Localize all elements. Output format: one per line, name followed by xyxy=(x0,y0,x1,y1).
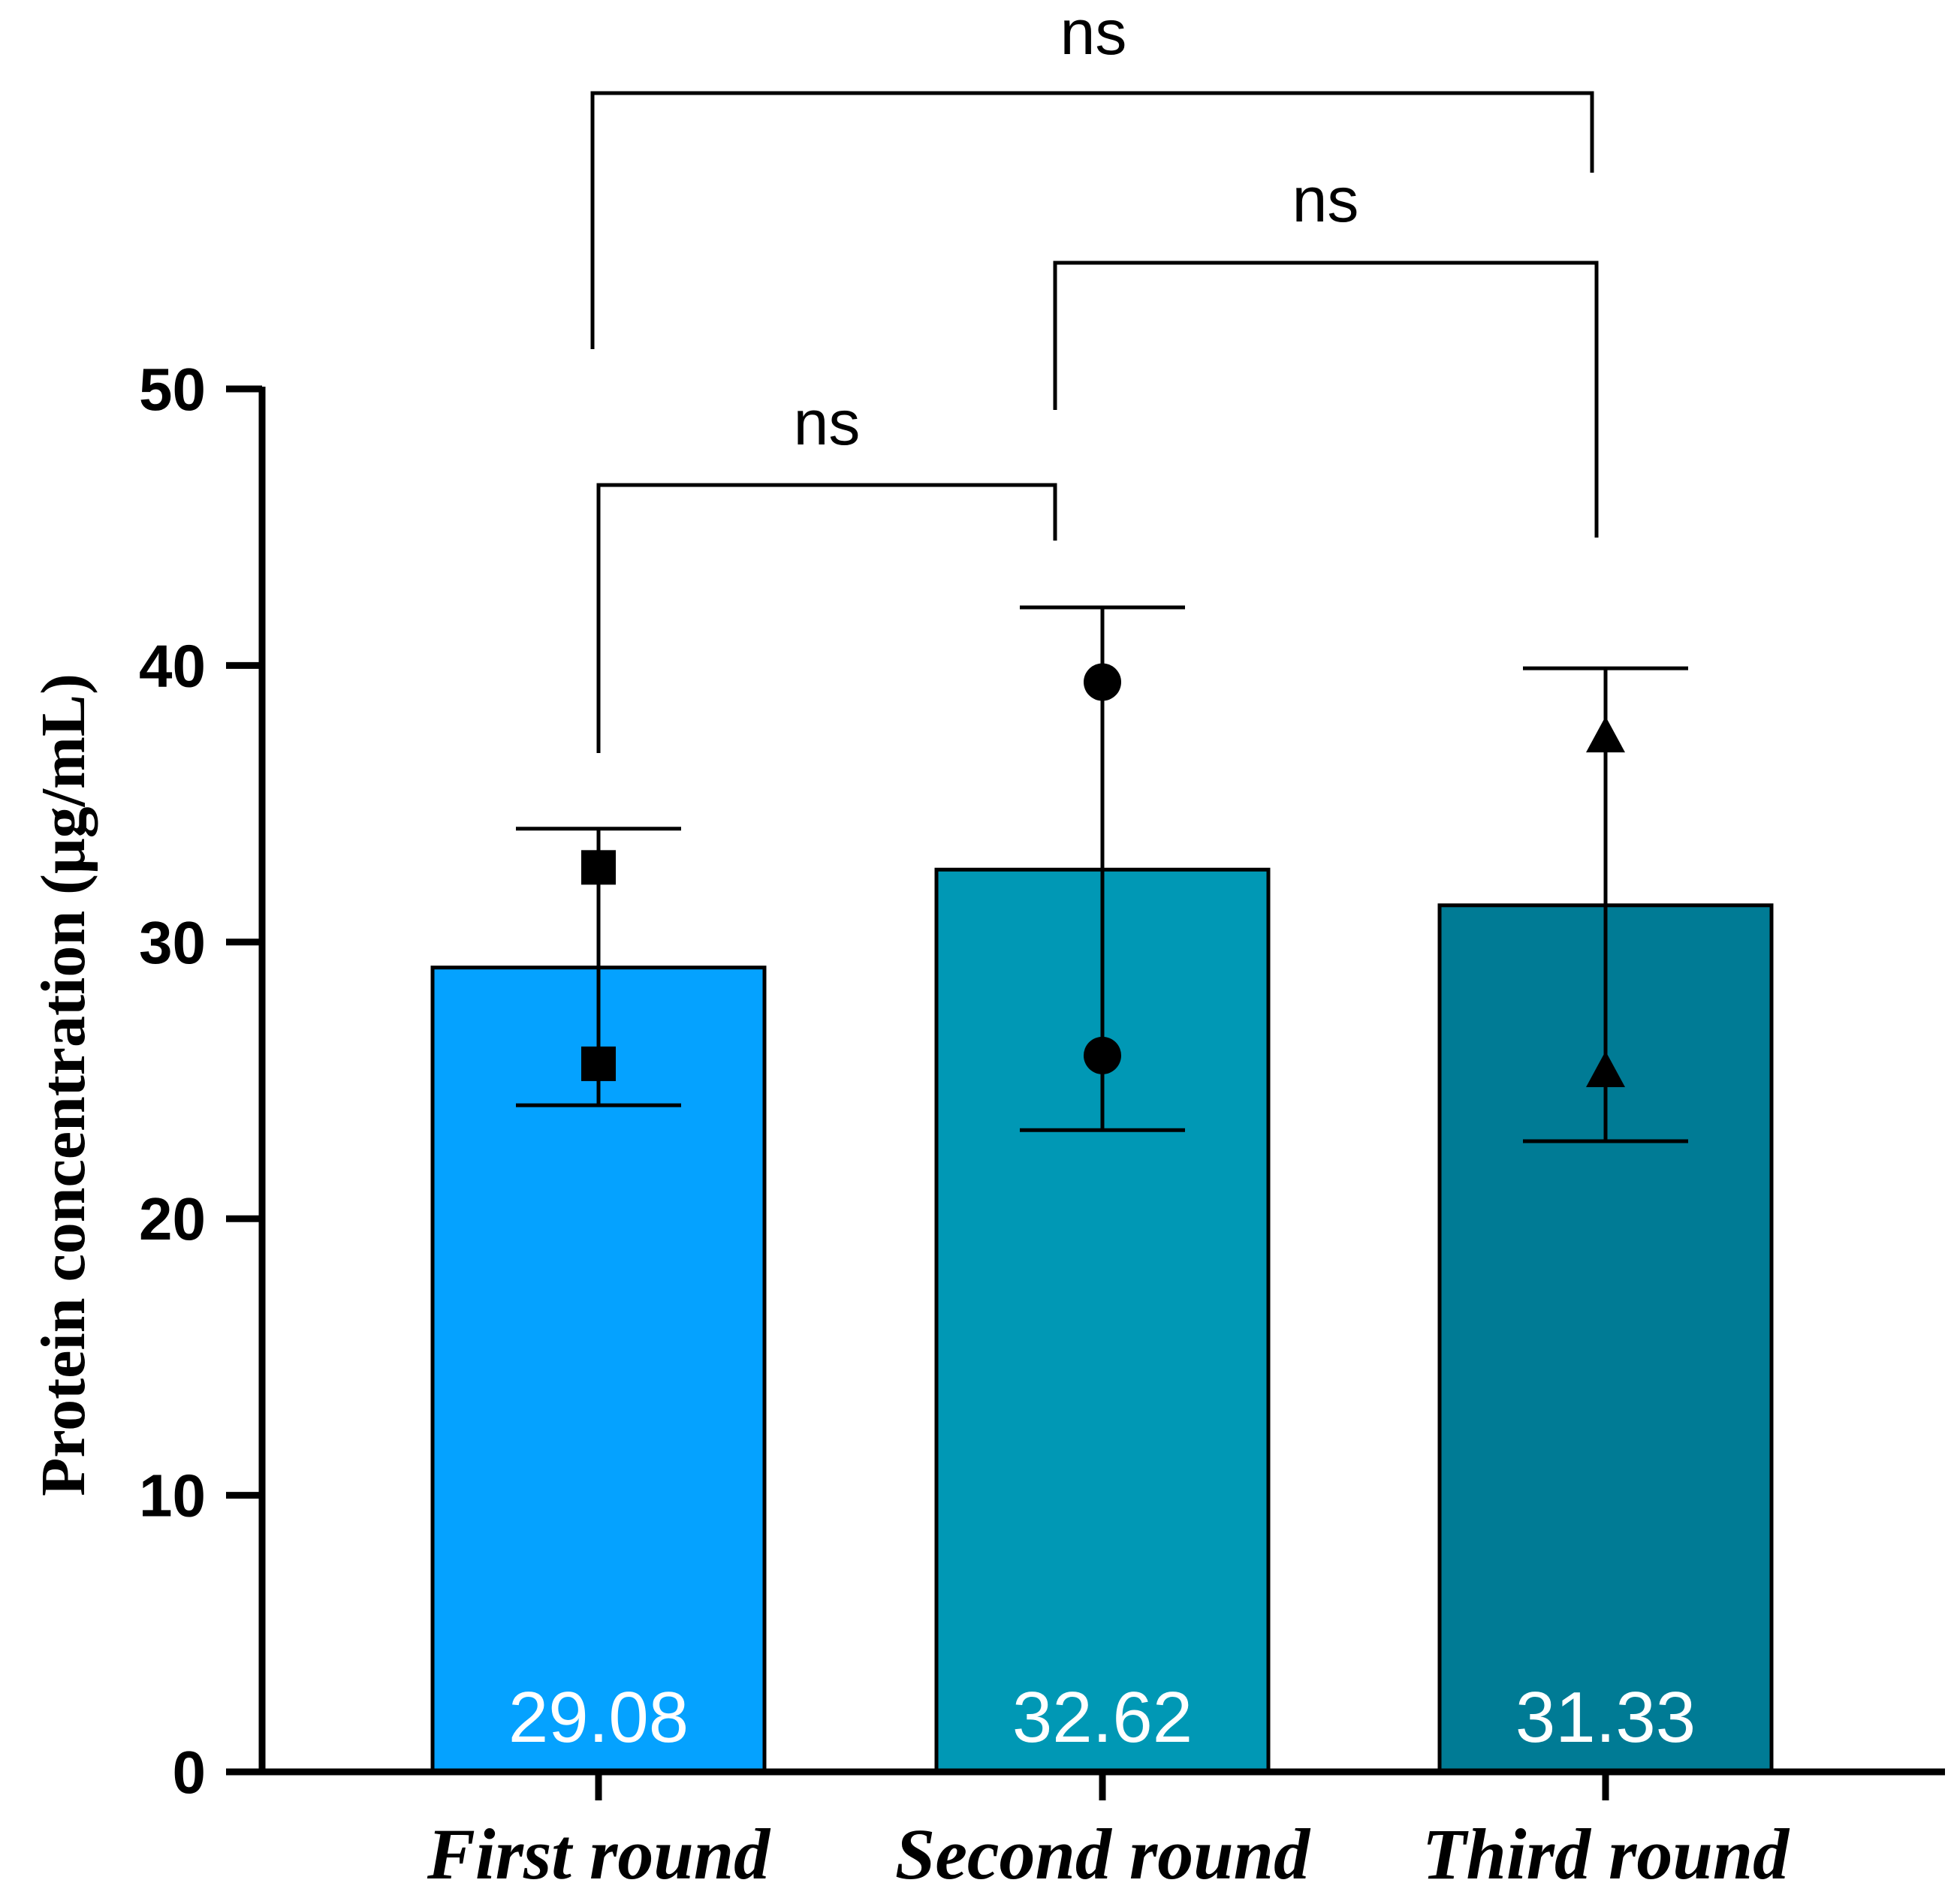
significance-label-1: ns xyxy=(794,387,861,458)
y-tick-label-20: 20 xyxy=(139,1185,206,1252)
significance-label-3: ns xyxy=(1060,0,1127,68)
x-tick-label-1: First round xyxy=(427,1814,771,1894)
x-tick-label-2: Second round xyxy=(895,1814,1311,1894)
value-label-3: 31.33 xyxy=(1515,1677,1696,1758)
point-triangle-3-2 xyxy=(1586,1050,1625,1087)
y-axis-title: Protein concentration (μg/mL) xyxy=(29,673,98,1496)
significance-bracket-1 xyxy=(596,483,1057,753)
y-tick-label-10: 10 xyxy=(139,1463,206,1529)
point-square-1-2 xyxy=(581,1046,616,1081)
value-label-1: 29.08 xyxy=(508,1677,689,1758)
x-tick-label-3: Third round xyxy=(1422,1814,1790,1894)
y-tick-label-40: 40 xyxy=(139,632,206,699)
point-square-1-1 xyxy=(581,850,616,885)
y-tick-label-0: 0 xyxy=(173,1739,207,1806)
y-tick-label-50: 50 xyxy=(139,356,206,423)
significance-bracket-3 xyxy=(590,91,1594,349)
y-tick-label-30: 30 xyxy=(139,909,206,976)
value-label-2: 32.62 xyxy=(1012,1677,1193,1758)
point-circle-2-1 xyxy=(1084,663,1121,701)
point-circle-2-2 xyxy=(1084,1036,1121,1074)
significance-label-2: ns xyxy=(1292,164,1359,235)
point-triangle-3-1 xyxy=(1586,716,1625,753)
significance-bracket-2 xyxy=(1053,261,1599,538)
